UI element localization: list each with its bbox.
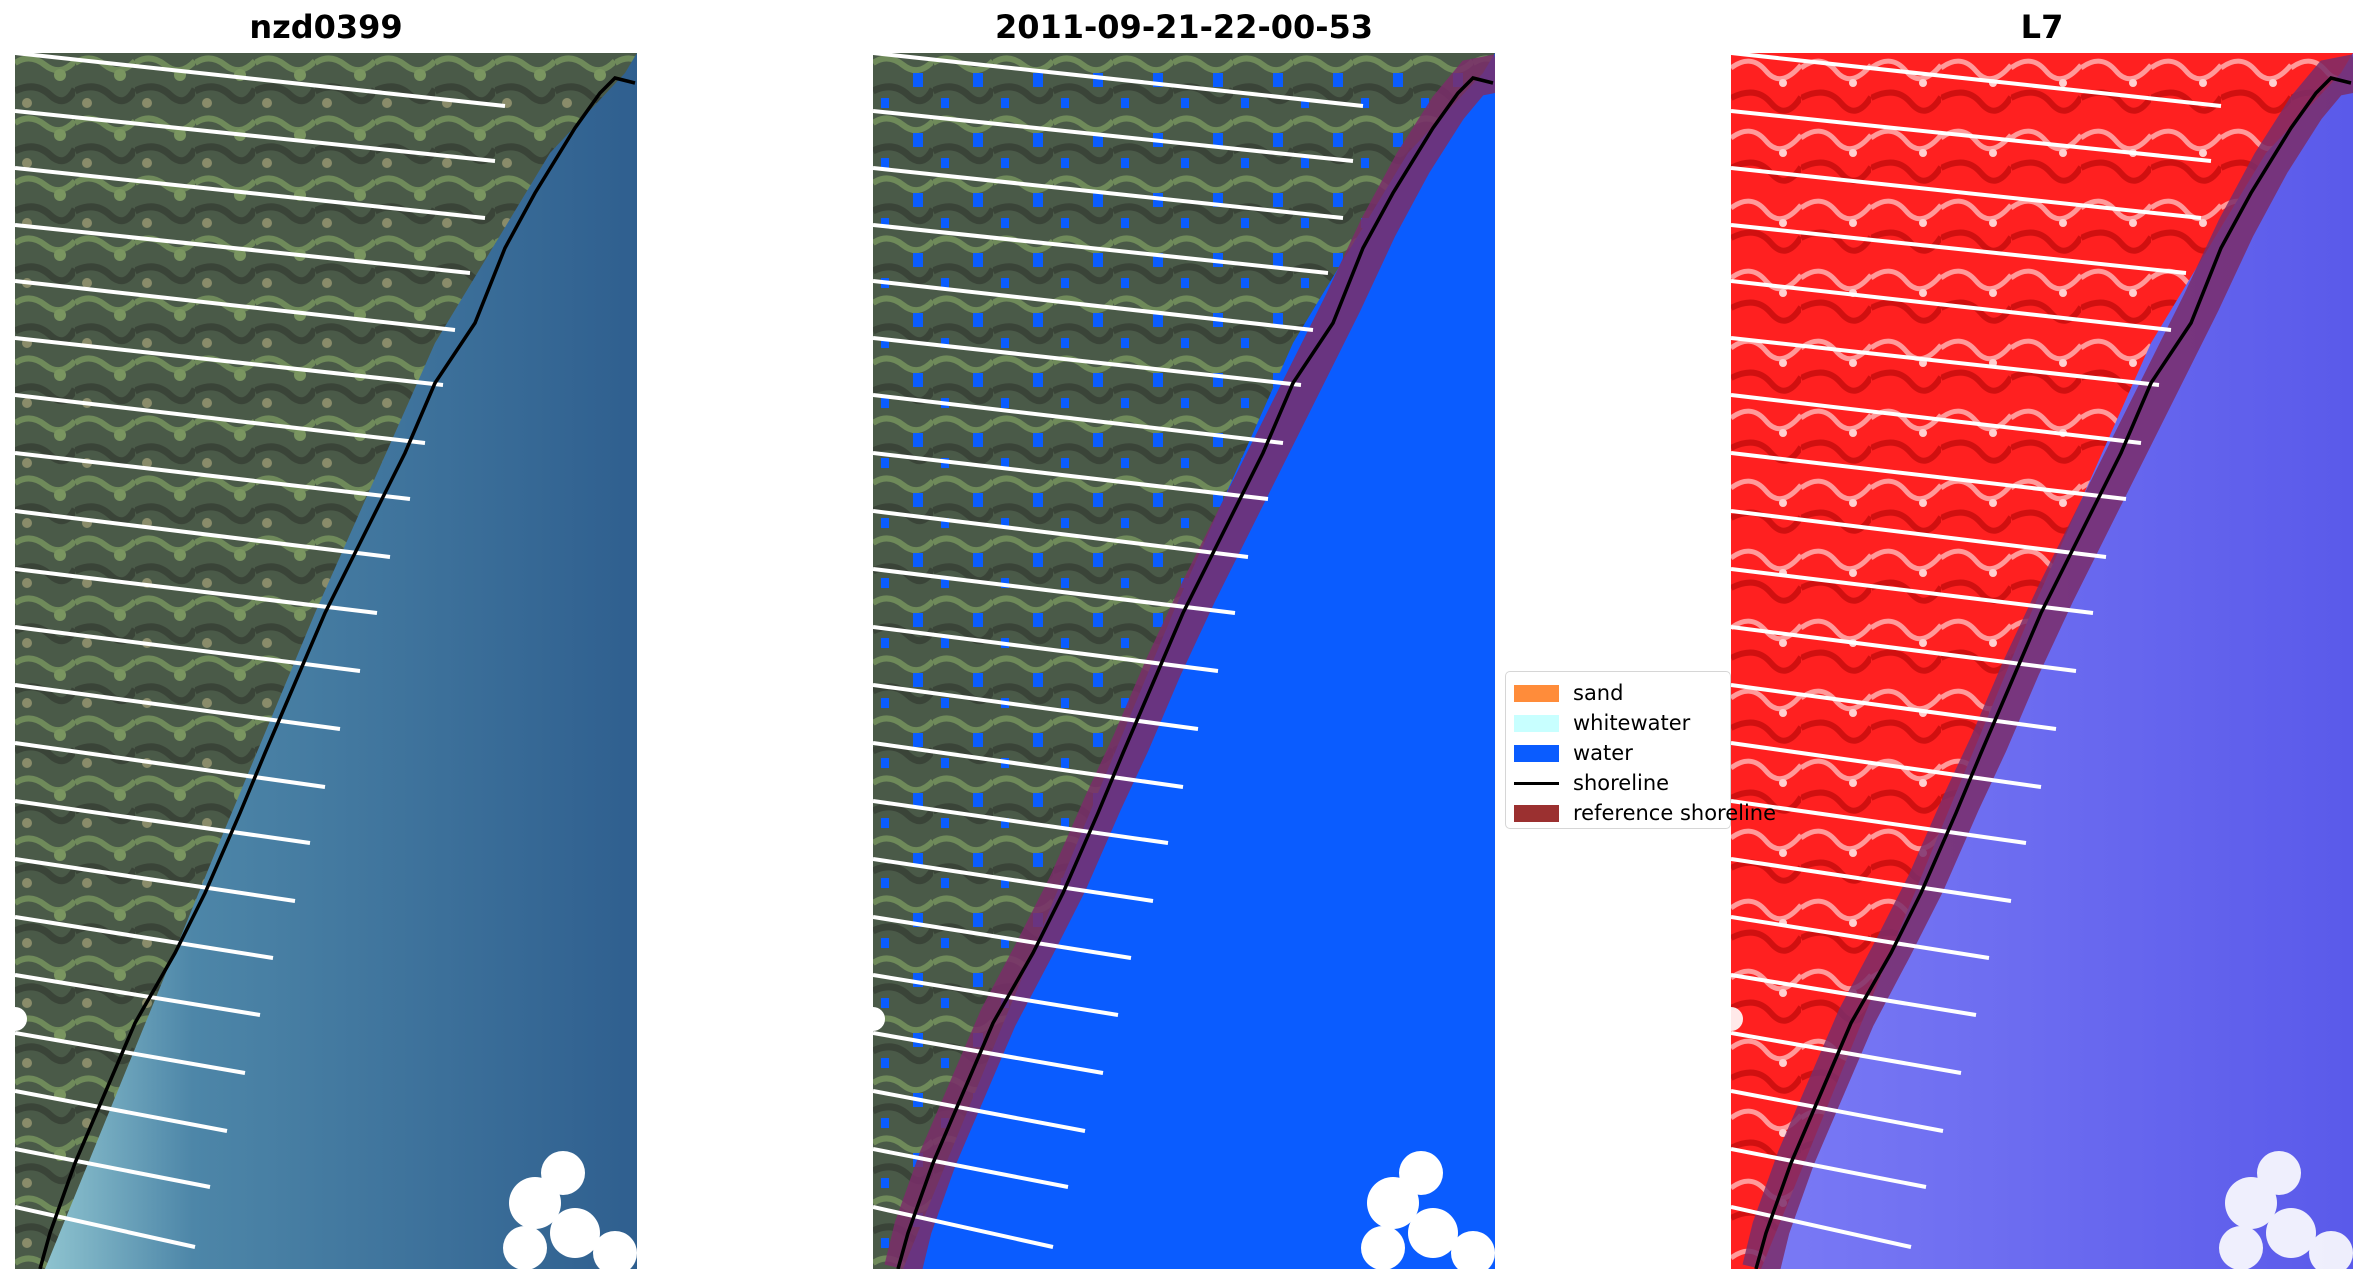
legend-label-whitewater: whitewater: [1573, 711, 1691, 735]
legend-label-reference-shoreline: reference shoreline: [1573, 801, 1777, 825]
cloud-patch: [1731, 1007, 2353, 1269]
panel-title-satellite: L7: [2020, 8, 2064, 46]
legend: sand whitewater water shoreline referenc…: [1505, 671, 1776, 829]
scan-gaps: [15, 53, 506, 1249]
shoreline-swatch: [1514, 782, 1559, 785]
rgb-image-panel: [15, 53, 637, 1269]
whitewater-swatch: [1514, 715, 1559, 732]
detected-shoreline: [896, 76, 1494, 1269]
detected-shoreline: [38, 76, 636, 1269]
ocean-area: [45, 53, 637, 1269]
scan-gaps: [1731, 53, 2222, 1249]
cloud-patch: [15, 1007, 637, 1269]
scan-gaps: [873, 53, 1364, 1249]
water-class-area: [903, 53, 1495, 1269]
legend-label-shoreline: shoreline: [1573, 771, 1670, 795]
reference-shoreline-swatch: [1514, 805, 1559, 822]
reference-shoreline-buffer: [1742, 54, 2353, 1269]
legend-label-water: water: [1573, 741, 1633, 765]
reference-shoreline-buffer: [884, 54, 1495, 1269]
sand-swatch: [1514, 685, 1559, 702]
l7-panel: [1731, 53, 2353, 1269]
water-area: [1761, 53, 2353, 1269]
cloud-patch: [873, 1007, 1495, 1269]
water-swatch: [1514, 745, 1559, 762]
legend-label-sand: sand: [1573, 681, 1624, 705]
detected-shoreline: [1754, 76, 2352, 1269]
panel-title-date: 2011-09-21-22-00-53: [994, 8, 1374, 46]
panel-title-rgb: nzd0399: [249, 8, 403, 46]
classification-panel: [873, 53, 1495, 1269]
